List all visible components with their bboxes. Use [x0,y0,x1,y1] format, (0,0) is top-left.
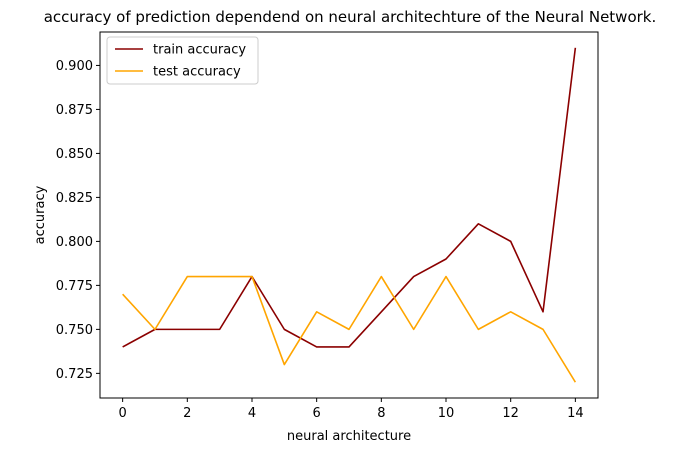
y-tick-label: 0.775 [56,279,93,294]
y-tick-label: 0.725 [56,367,93,382]
legend-box [106,36,259,85]
series-line-1 [122,275,577,383]
x-tick-label: 10 [438,406,455,421]
y-tick-label: 0.875 [56,103,93,118]
series-line-0 [122,47,577,348]
legend-label: train accuracy [153,43,246,58]
x-tick-label: 4 [248,406,256,421]
x-tick-label: 2 [183,406,191,421]
x-tick-label: 12 [502,406,519,421]
x-tick-label: 6 [313,406,321,421]
y-tick-label: 0.825 [56,191,93,206]
plot-frame [99,31,599,399]
y-tick-label: 0.900 [56,59,93,74]
x-axis-title: neural architecture [287,429,411,444]
chart-title: accuracy of prediction dependend on neur… [44,8,657,26]
y-tick-label: 0.800 [56,235,93,250]
x-tick-label: 14 [567,406,584,421]
y-tick-label: 0.750 [56,323,93,338]
x-tick-label: 0 [118,406,126,421]
y-tick-label: 0.850 [56,147,93,162]
legend: train accuracy test accuracy [106,36,259,85]
legend-label: test accuracy [153,65,241,80]
y-axis-title: accuracy [33,185,48,244]
x-tick-label: 8 [377,406,385,421]
